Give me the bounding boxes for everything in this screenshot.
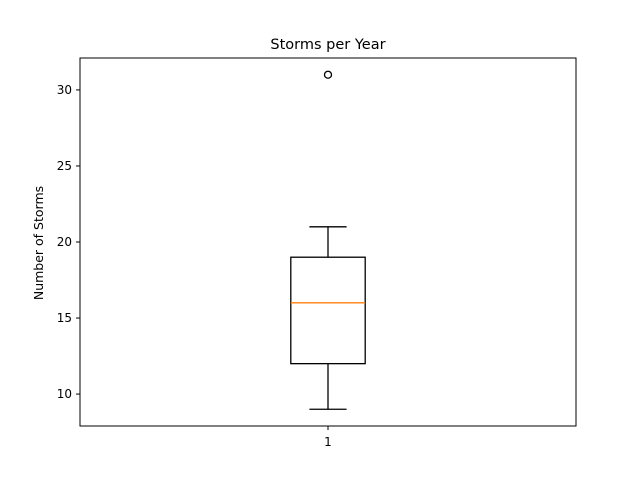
y-axis: 10 15 20 25 30 [57,83,80,401]
outlier-point [323,70,333,79]
y-tick-label: 30 [57,83,72,97]
box-series [290,70,366,410]
y-tick-label: 10 [57,387,72,401]
y-tick-label: 15 [57,311,72,325]
box-iqr [290,256,366,365]
x-axis: 1 [324,426,332,449]
y-tick-label: 20 [57,235,72,249]
y-axis-label: Number of Storms [31,186,46,300]
x-tick-label: 1 [324,435,332,449]
y-tick-label: 25 [57,159,72,173]
chart-title: Storms per Year [270,37,385,53]
